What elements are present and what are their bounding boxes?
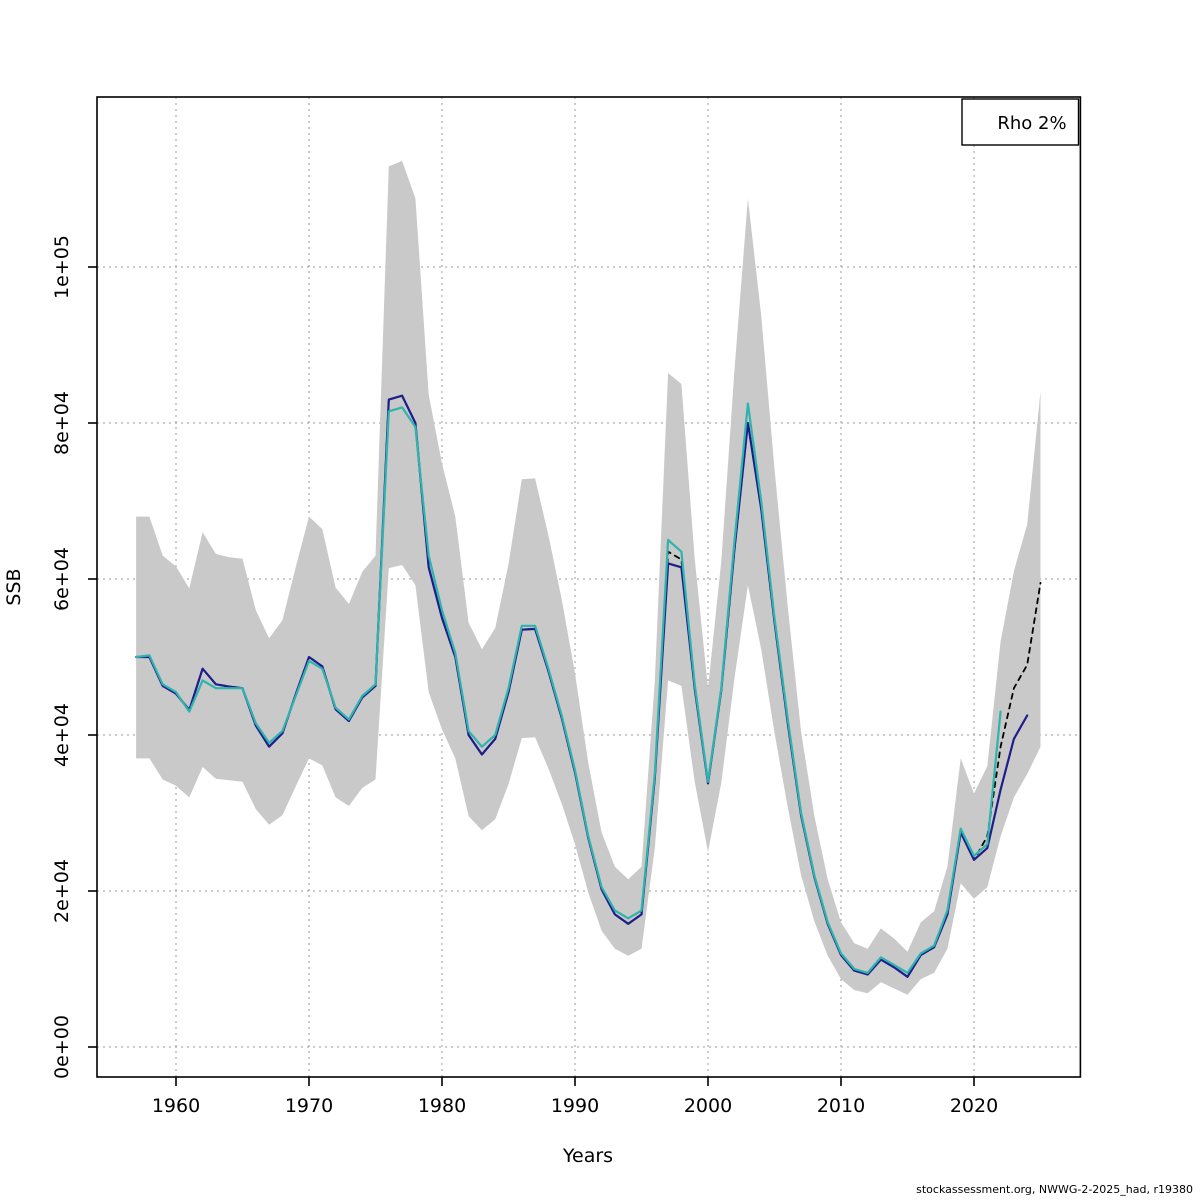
series-lines — [135, 394, 1042, 978]
x-axis-label: Years — [562, 1145, 613, 1167]
footer-credit: stockassessment.org, NWWG-2-2025_had, r1… — [916, 1183, 1193, 1196]
x-tick-label: 1990 — [551, 1095, 599, 1117]
y-axis-label: SSB — [3, 568, 25, 605]
y-tick-label: 2e+04 — [51, 859, 73, 923]
x-tick-label: 2000 — [684, 1095, 732, 1117]
y-tick-label: 1e+05 — [51, 235, 73, 299]
confidence-band — [136, 160, 1041, 995]
x-tick-label: 1980 — [418, 1095, 466, 1117]
x-tick-label: 1970 — [285, 1095, 333, 1117]
x-tick-label: 2010 — [817, 1095, 865, 1117]
x-tick-label: 2020 — [950, 1095, 998, 1117]
y-tick-label: 6e+04 — [51, 547, 73, 611]
x-tick-label: 1960 — [152, 1095, 200, 1117]
axis-ticks — [88, 266, 975, 1086]
y-tick-labels: 0e+00 2e+04 4e+04 6e+04 8e+04 1e+05 — [51, 235, 73, 1079]
legend: Rho 2% — [961, 98, 1080, 146]
x-tick-labels: 1960 1970 1980 1990 2000 2010 2020 — [152, 1095, 998, 1117]
plot-border — [96, 96, 1082, 1078]
y-tick-label: 8e+04 — [51, 391, 73, 455]
y-tick-label: 4e+04 — [51, 703, 73, 767]
legend-box — [961, 98, 1080, 146]
y-tick-label: 0e+00 — [51, 1015, 73, 1079]
legend-label: Rho 2% — [997, 113, 1066, 134]
line-retro-run-teal — [135, 402, 1002, 974]
